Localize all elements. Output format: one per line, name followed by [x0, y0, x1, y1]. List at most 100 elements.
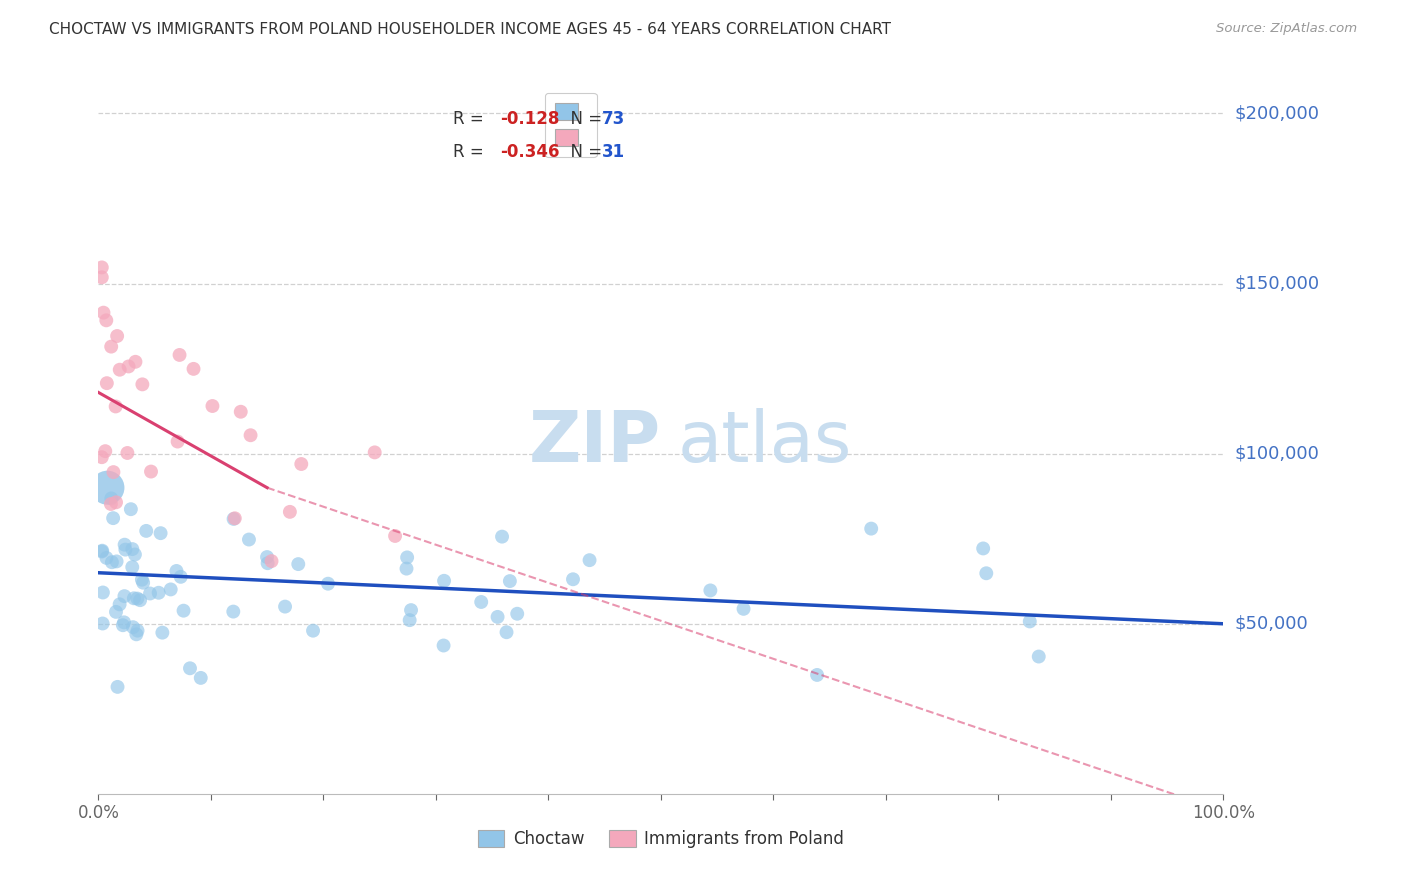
- Point: [287, 557, 309, 571]
- Point: [972, 541, 994, 556]
- Text: $50,000: $50,000: [1234, 615, 1308, 632]
- Point: [103, 465, 125, 479]
- Point: [495, 625, 517, 640]
- Point: [396, 550, 419, 565]
- Point: [96, 376, 118, 391]
- Text: $200,000: $200,000: [1234, 104, 1319, 122]
- Point: [166, 564, 188, 578]
- Point: [806, 668, 828, 682]
- Point: [101, 511, 124, 525]
- Point: [159, 582, 181, 597]
- Point: [260, 554, 283, 568]
- Point: [120, 502, 142, 516]
- Text: 73: 73: [602, 110, 626, 128]
- Point: [90, 260, 112, 275]
- Point: [224, 511, 246, 525]
- Point: [104, 400, 127, 414]
- Point: [316, 576, 339, 591]
- Point: [470, 595, 492, 609]
- Point: [90, 450, 112, 465]
- Point: [256, 556, 278, 570]
- Point: [363, 445, 385, 459]
- Point: [499, 574, 522, 588]
- Legend: Choctaw, Immigrants from Poland: Choctaw, Immigrants from Poland: [471, 823, 851, 855]
- Point: [117, 446, 139, 460]
- Point: [302, 624, 325, 638]
- Point: [125, 627, 148, 641]
- Point: [290, 457, 312, 471]
- Point: [274, 599, 297, 614]
- Point: [190, 671, 212, 685]
- Point: [114, 589, 136, 603]
- Point: [108, 598, 131, 612]
- Point: [105, 605, 128, 619]
- Point: [96, 481, 118, 495]
- Point: [93, 306, 115, 320]
- Point: [117, 359, 139, 374]
- Point: [578, 553, 600, 567]
- Point: [105, 554, 128, 568]
- Text: atlas: atlas: [678, 409, 852, 477]
- Point: [432, 639, 454, 653]
- Point: [131, 377, 153, 392]
- Point: [124, 355, 146, 369]
- Point: [149, 526, 172, 541]
- Point: [222, 605, 245, 619]
- Point: [107, 680, 129, 694]
- Point: [139, 465, 162, 479]
- Text: N =: N =: [560, 143, 607, 161]
- Text: $100,000: $100,000: [1234, 445, 1319, 463]
- Point: [122, 620, 145, 634]
- Point: [96, 313, 118, 327]
- Point: [100, 491, 122, 506]
- Point: [91, 585, 114, 599]
- Point: [398, 613, 420, 627]
- Point: [173, 604, 195, 618]
- Point: [384, 529, 406, 543]
- Point: [132, 575, 155, 590]
- Point: [733, 602, 755, 616]
- Point: [399, 603, 422, 617]
- Text: R =: R =: [453, 143, 489, 161]
- Point: [278, 505, 301, 519]
- Point: [127, 624, 149, 638]
- Point: [127, 591, 149, 606]
- Point: [139, 586, 162, 600]
- Text: -0.346: -0.346: [501, 143, 560, 161]
- Point: [124, 548, 146, 562]
- Point: [433, 574, 456, 588]
- Point: [90, 270, 112, 285]
- Point: [1018, 615, 1040, 629]
- Text: Source: ZipAtlas.com: Source: ZipAtlas.com: [1216, 22, 1357, 36]
- Point: [105, 495, 128, 509]
- Point: [239, 428, 262, 442]
- Point: [105, 329, 128, 343]
- Point: [256, 549, 278, 564]
- Point: [96, 550, 118, 565]
- Text: CHOCTAW VS IMMIGRANTS FROM POLAND HOUSEHOLDER INCOME AGES 45 - 64 YEARS CORRELAT: CHOCTAW VS IMMIGRANTS FROM POLAND HOUSEH…: [49, 22, 891, 37]
- Point: [169, 348, 191, 362]
- Point: [699, 583, 721, 598]
- Point: [122, 591, 145, 606]
- Point: [491, 530, 513, 544]
- Point: [166, 434, 188, 449]
- Point: [201, 399, 224, 413]
- Point: [395, 561, 418, 575]
- Point: [562, 572, 585, 586]
- Point: [222, 512, 245, 526]
- Point: [135, 524, 157, 538]
- Point: [129, 593, 152, 607]
- Point: [131, 573, 153, 587]
- Point: [114, 542, 136, 557]
- Text: $150,000: $150,000: [1234, 275, 1320, 293]
- Point: [1028, 649, 1050, 664]
- Point: [486, 610, 509, 624]
- Point: [183, 362, 205, 376]
- Text: ZIP: ZIP: [529, 409, 661, 477]
- Point: [111, 618, 134, 632]
- Point: [91, 616, 114, 631]
- Point: [100, 497, 122, 511]
- Point: [506, 607, 529, 621]
- Point: [121, 560, 143, 574]
- Point: [238, 533, 260, 547]
